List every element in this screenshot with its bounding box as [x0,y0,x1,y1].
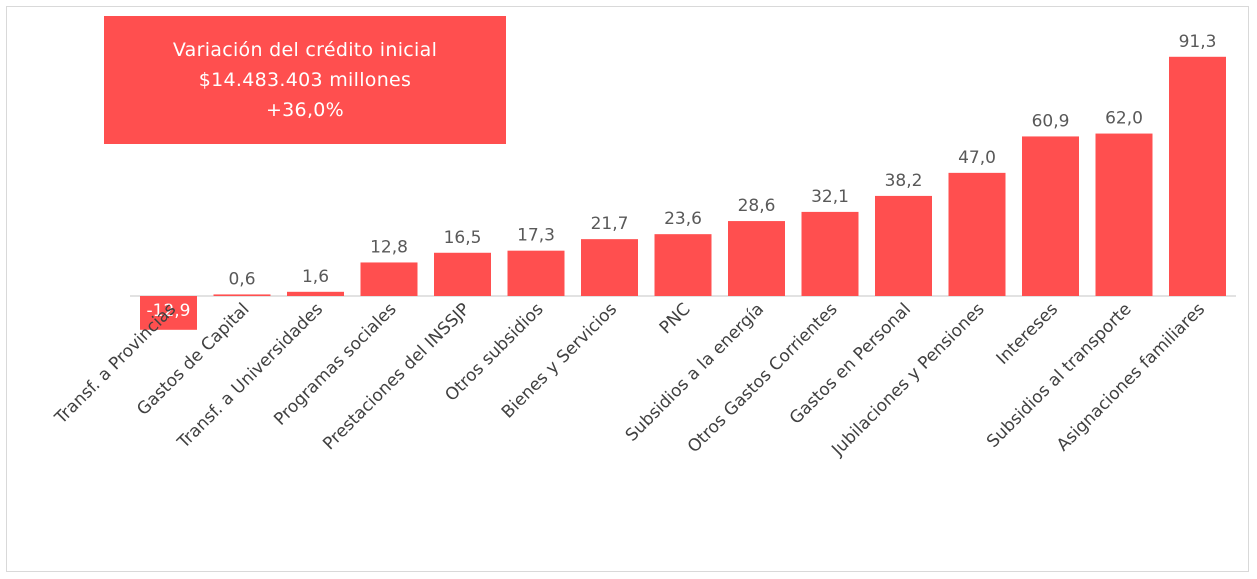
value-label-13: 62,0 [1105,109,1143,129]
value-label-4: 16,5 [444,228,482,248]
category-label-8: Subsidios a la energía [622,299,768,445]
bar-10 [875,195,932,296]
value-label-3: 12,8 [370,237,408,257]
category-label-14: Asignaciones familiares [1053,299,1209,455]
category-label-11: Jubilaciones y Pensiones [827,299,988,460]
callout-box [104,16,506,144]
bar-1 [213,294,271,296]
callout: Variación del crédito inicial $14.483.40… [104,16,506,144]
value-labels-group: -12,9 0,6 1,6 12,8 16,5 17,3 21,7 23,6 28,6 32,1 3… [147,32,1217,321]
callout-line-1: Variación del crédito inicial [172,39,438,61]
value-label-8: 28,6 [738,196,776,216]
category-label-9: Otros Gastos Corrientes [684,299,842,457]
value-label-12: 60,9 [1032,111,1070,131]
bar-5 [507,250,565,296]
bar-11 [948,172,1006,296]
callout-line-2: $14.483.403 millones [198,69,412,91]
category-label-0: Transf. a Provincias [51,299,181,429]
category-label-10: Gastos en Personal [786,299,915,428]
bar-8 [728,221,785,296]
value-label-2: 1,6 [302,267,329,287]
bar-14 [1169,56,1226,296]
category-label-3: Programas sociales [270,299,400,429]
value-label-5: 17,3 [517,226,555,246]
bar-6 [581,239,638,296]
value-label-0: -12,9 [147,301,191,321]
bars-group [140,56,1226,330]
bar-3 [360,262,418,296]
bar-4 [434,252,491,296]
value-label-10: 38,2 [885,171,923,191]
category-label-12: Intereses [993,299,1063,369]
bar-9 [801,211,859,296]
bar-0 [140,296,197,330]
category-label-4: Prestaciones del INSSJP [319,299,474,454]
value-label-7: 23,6 [664,209,702,229]
category-label-7: PNC [656,299,695,338]
bar-2 [287,291,344,296]
bar-12 [1022,136,1079,296]
category-label-13: Subsidios al transporte [983,299,1136,452]
bar-13 [1095,133,1153,296]
value-label-1: 0,6 [228,269,255,289]
value-label-11: 47,0 [958,148,996,168]
callout-line-3: +36,0% [265,99,345,121]
bar-7 [654,234,712,296]
value-label-9: 32,1 [811,187,849,207]
value-label-14: 91,3 [1179,32,1217,52]
value-label-6: 21,7 [591,214,629,234]
